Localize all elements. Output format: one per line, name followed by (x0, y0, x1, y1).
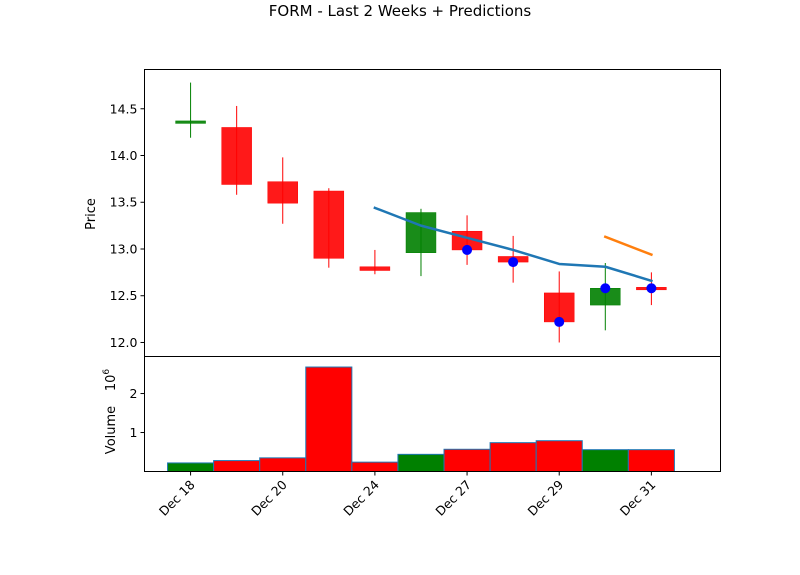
x-axis-ticks: Dec 18 Dec 20 Dec 24 Dec 27 Dec 29 Dec 31 (156, 471, 659, 519)
overlay-lines (373, 206, 653, 283)
prediction-markers (462, 244, 657, 327)
prediction-marker (462, 244, 473, 255)
x-tick-label: Dec 29 (525, 477, 567, 519)
prediction-line (603, 235, 653, 257)
volume-tick-label: 1 (130, 425, 138, 440)
volume-bar (443, 448, 491, 473)
volume-bar (397, 453, 445, 472)
volume-bar (213, 460, 261, 473)
volume-tick-label: 2 (130, 386, 138, 401)
x-tick-label: Dec 18 (156, 477, 198, 519)
candle-body (313, 190, 345, 259)
trend-line (373, 206, 653, 283)
price-tick-label: 12.5 (110, 288, 138, 303)
volume-bar (167, 462, 215, 473)
prediction-marker (646, 283, 657, 294)
volume-bar (259, 457, 307, 472)
candle-body (267, 181, 298, 204)
price-tick-label: 14.0 (110, 148, 138, 163)
volume-bar (535, 440, 583, 473)
price-axis-label: Price (84, 198, 99, 230)
price-tick-label: 13.5 (110, 195, 138, 210)
candle-body (359, 266, 391, 271)
volume-bar (351, 461, 399, 473)
candle-body (175, 120, 206, 124)
volume-bar (305, 366, 353, 472)
prediction-marker (508, 257, 519, 268)
candle-body (221, 127, 252, 185)
x-tick-label: Dec 31 (617, 477, 659, 519)
chart-title: FORM - Last 2 Weeks + Predictions (269, 2, 532, 20)
candles (175, 82, 667, 343)
x-tick-label: Dec 27 (432, 477, 474, 519)
prediction-marker (600, 283, 611, 294)
volume-bars (167, 366, 675, 473)
volume-exponent-label: 106 (102, 369, 119, 392)
volume-bar (489, 442, 537, 473)
prediction-marker (554, 316, 565, 327)
volume-panel: 1 2 106 Volume (102, 356, 721, 473)
price-tick-label: 13.0 (110, 241, 138, 256)
volume-bar (581, 449, 629, 473)
volume-bar (627, 449, 675, 473)
volume-axis-label-text: Volume (104, 406, 119, 454)
price-tick-label: 12.0 (110, 335, 138, 350)
price-tick-label: 14.5 (110, 101, 138, 116)
price-axis-ticks: 12.0 12.5 13.0 13.5 14.0 14.5 (110, 101, 145, 350)
price-panel: 12.0 12.5 13.0 13.5 14.0 14.5 Price (84, 69, 721, 357)
volume-panel-frame (144, 356, 721, 472)
volume-axis-label: Volume (104, 406, 119, 454)
candle-body (405, 212, 437, 253)
x-tick-label: Dec 20 (248, 477, 290, 519)
volume-axis-ticks: 1 2 106 (102, 369, 145, 440)
x-tick-label: Dec 24 (340, 477, 382, 519)
